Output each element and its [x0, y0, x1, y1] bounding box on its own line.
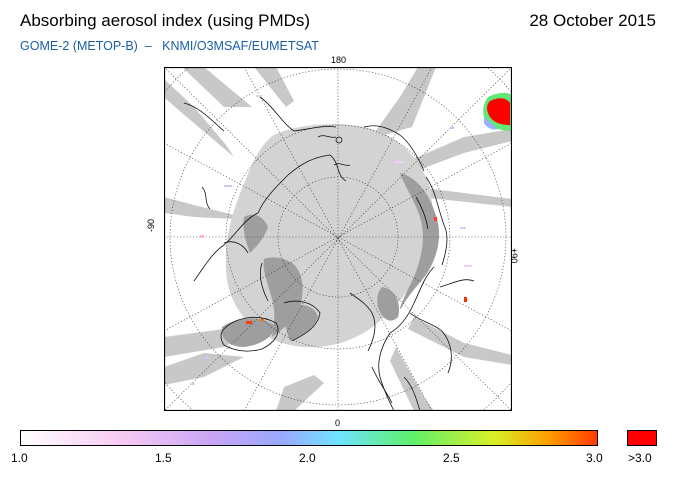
- colorbar-tick-label: 3.0: [586, 451, 603, 465]
- map-frame: [163, 66, 513, 412]
- colorbar-overflow-label: >3.0: [628, 451, 652, 465]
- colorbar: [20, 430, 598, 446]
- map-title: Absorbing aerosol index (using PMDs): [20, 11, 311, 30]
- coastlines: [183, 96, 475, 411]
- map-subtitle: GOME-2 (METOP-B) – KNMI/O3MSAF/EUMETSAT: [20, 39, 319, 53]
- colorbar-tick-label: 2.5: [443, 451, 460, 465]
- longitude-label-bottom: 0: [335, 418, 341, 428]
- colorbar-tick-label: 1.0: [11, 451, 28, 465]
- polar-map: [163, 66, 513, 412]
- graticule: [164, 67, 512, 411]
- colorbar-tick-label: 2.0: [299, 451, 316, 465]
- map-date: 28 October 2015: [529, 11, 656, 30]
- aerosol-speckles: [190, 95, 472, 385]
- polar-map-svg: [163, 66, 513, 412]
- longitude-label-top: 180: [331, 55, 347, 65]
- colorbar-tick-label: 1.5: [155, 451, 172, 465]
- colorbar-overflow-swatch: [627, 430, 657, 446]
- longitude-label-left: -90: [146, 218, 156, 232]
- land-no-data: [221, 173, 440, 347]
- high-aerosol-plume: [483, 92, 512, 131]
